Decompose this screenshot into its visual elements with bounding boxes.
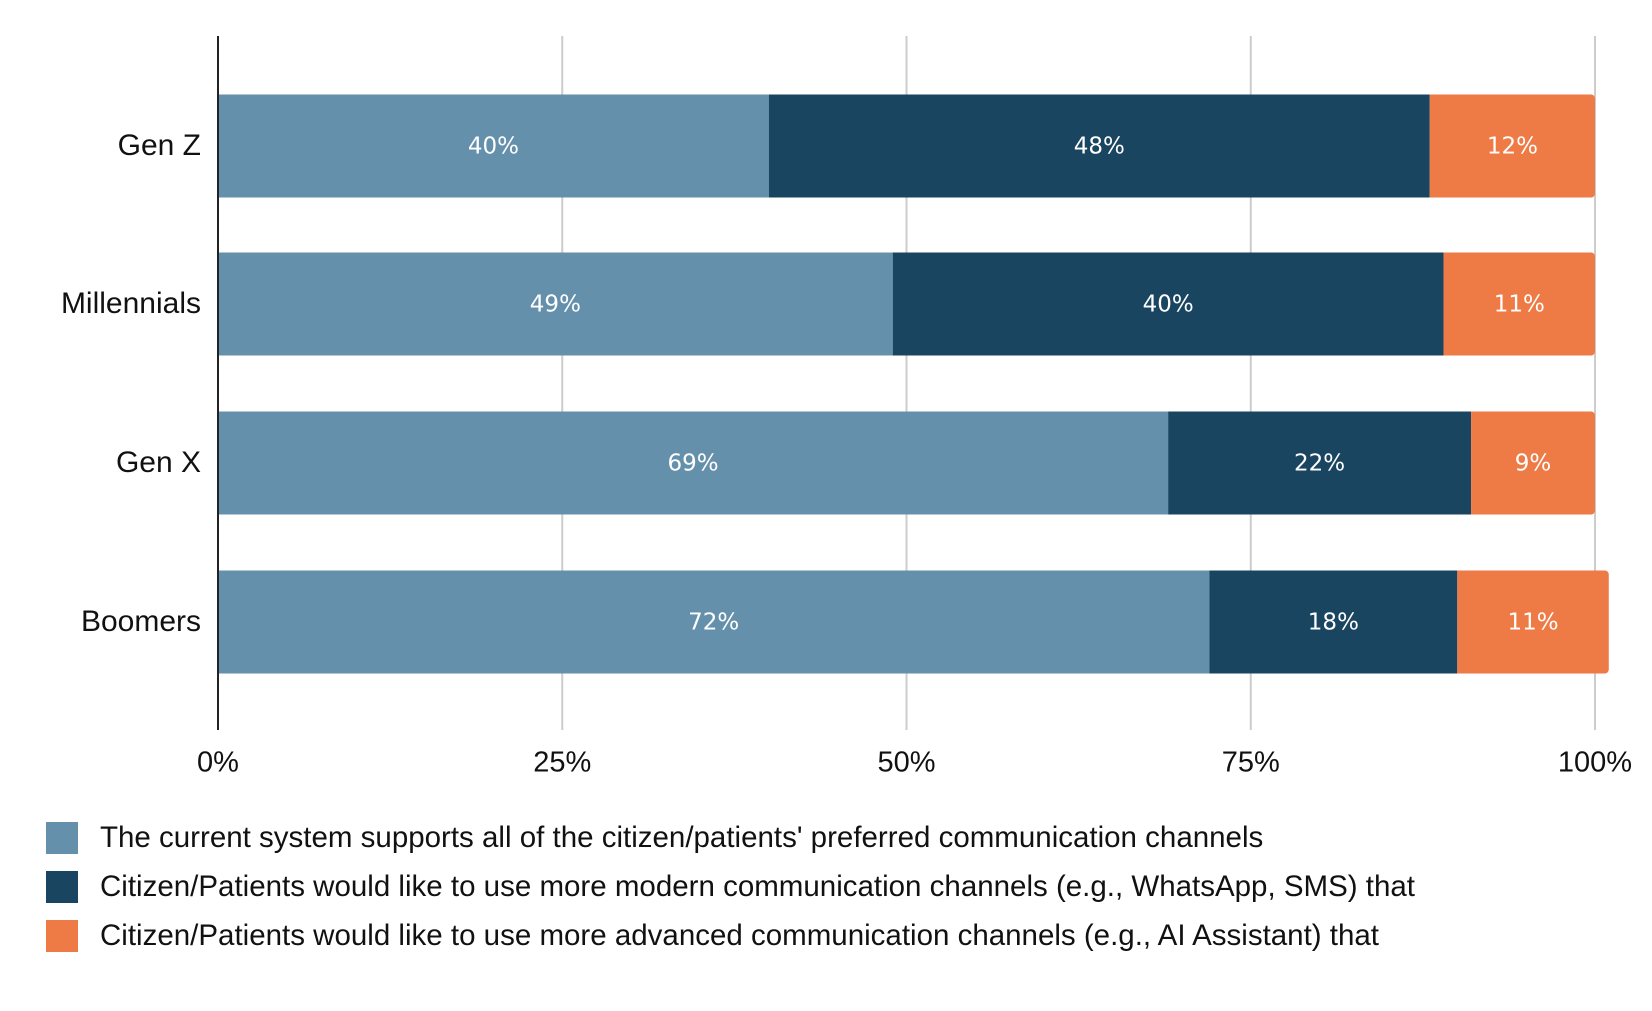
data-label: 48% bbox=[1074, 134, 1125, 160]
data-label: 22% bbox=[1294, 451, 1345, 477]
data-label: 72% bbox=[688, 610, 739, 636]
data-label: 49% bbox=[530, 292, 581, 318]
bar-segment bbox=[1443, 252, 1595, 356]
bar-segment bbox=[1168, 411, 1472, 515]
data-label: 12% bbox=[1487, 134, 1538, 160]
x-tick-label: 100% bbox=[1558, 747, 1632, 779]
legend-label: Citizen/Patients would like to use more … bbox=[100, 870, 1415, 903]
category-label: Millennials bbox=[61, 287, 201, 320]
data-label: 40% bbox=[468, 134, 519, 160]
data-label: 11% bbox=[1494, 292, 1545, 318]
legend-label: The current system supports all of the c… bbox=[100, 821, 1263, 854]
legend-swatch bbox=[46, 920, 78, 952]
x-tick-label: 0% bbox=[197, 747, 239, 779]
legend-swatch bbox=[46, 822, 78, 854]
bar-segment bbox=[218, 570, 1210, 674]
data-label: 40% bbox=[1143, 292, 1194, 318]
data-label: 11% bbox=[1507, 610, 1558, 636]
data-label: 9% bbox=[1515, 451, 1552, 477]
bar-segment bbox=[218, 411, 1169, 515]
legend-label: Citizen/Patients would like to use more … bbox=[100, 919, 1379, 952]
category-label: Boomers bbox=[81, 605, 201, 638]
labels: 0% 25% 50% 75% 100% 40% 48% 12% Gen Z 49% 40% 11% Mi… bbox=[61, 129, 1632, 779]
bar-segment bbox=[1209, 570, 1458, 674]
x-tick-label: 75% bbox=[1222, 747, 1280, 779]
bars bbox=[218, 94, 1609, 674]
bar-segment bbox=[218, 252, 893, 356]
bar-segment bbox=[1457, 570, 1609, 674]
x-tick-label: 25% bbox=[533, 747, 591, 779]
legend-swatch bbox=[46, 871, 78, 903]
x-tick-label: 50% bbox=[877, 747, 935, 779]
category-label: Gen Z bbox=[118, 129, 201, 162]
bar-segment bbox=[1429, 94, 1595, 198]
bar-segment bbox=[1471, 411, 1595, 515]
legend: The current system supports all of the c… bbox=[46, 821, 1415, 952]
data-label: 69% bbox=[668, 451, 719, 477]
bar-segment bbox=[768, 94, 1430, 198]
bar-segment bbox=[218, 94, 769, 198]
bar-segment bbox=[892, 252, 1444, 356]
category-label: Gen X bbox=[116, 446, 201, 479]
data-label: 18% bbox=[1308, 610, 1359, 636]
